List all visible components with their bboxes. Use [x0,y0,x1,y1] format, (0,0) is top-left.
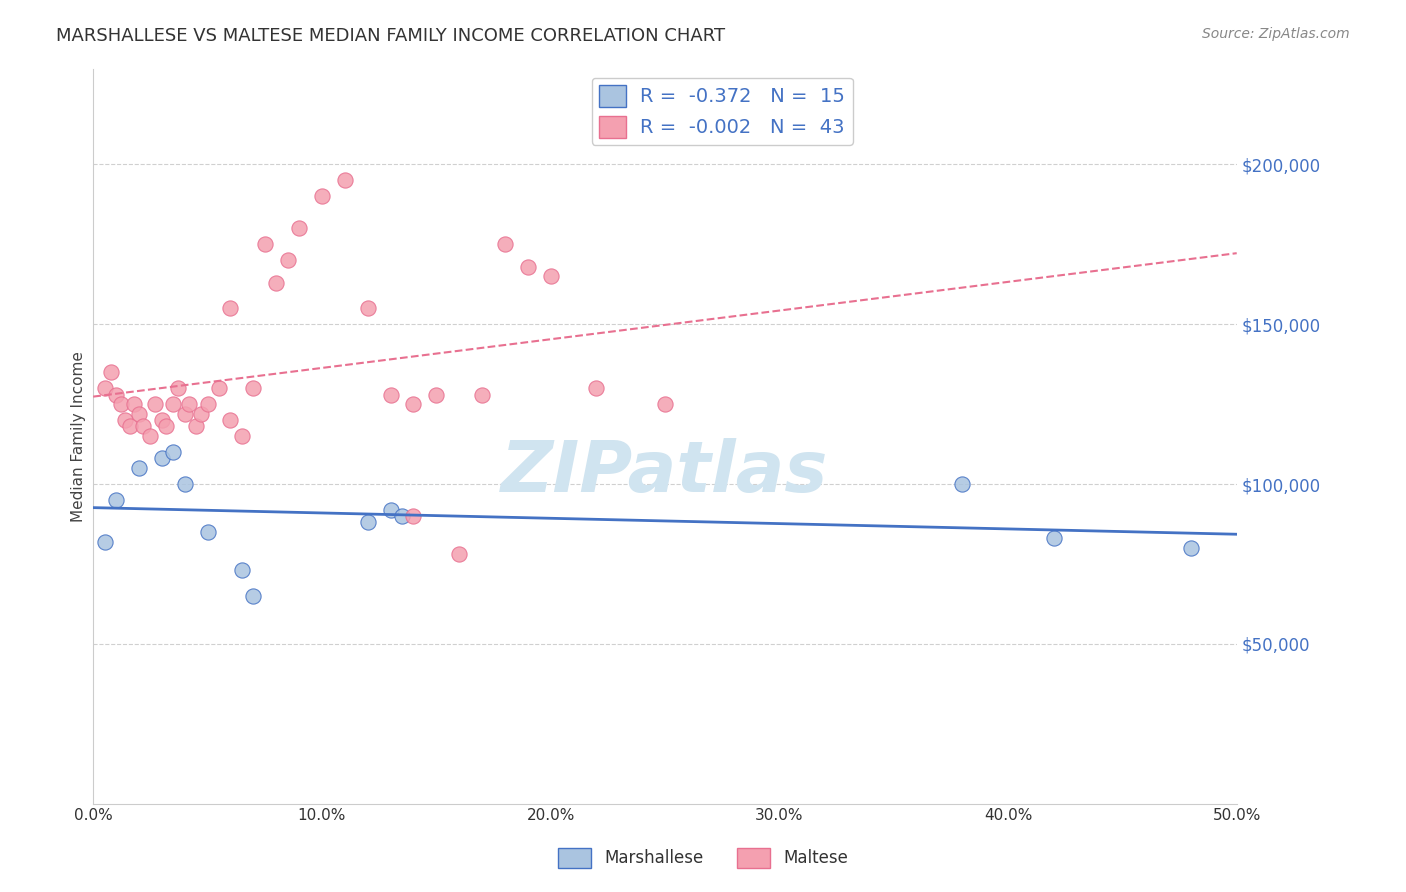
Point [150,413,173,427]
Point [128,461,150,475]
Point [333,173,356,187]
Point [585,381,607,395]
Point [449,547,471,561]
Legend: R =  -0.372   N =  15, R =  -0.002   N =  43: R = -0.372 N = 15, R = -0.002 N = 43 [592,78,852,145]
Text: MARSHALLESE VS MALTESE MEDIAN FAMILY INCOME CORRELATION CHART: MARSHALLESE VS MALTESE MEDIAN FAMILY INC… [56,27,725,45]
Point [124,397,146,411]
Legend: Marshallese, Maltese: Marshallese, Maltese [551,841,855,875]
Point [155,419,177,434]
Point [356,516,378,530]
Point [114,413,136,427]
Point [132,419,155,434]
Point [380,502,402,516]
Point [402,508,425,523]
Point [100,365,122,379]
Point [173,477,195,491]
Point [162,397,184,411]
Point [253,237,276,252]
Point [425,387,447,401]
Point [654,397,676,411]
Point [139,429,162,443]
Point [277,253,299,268]
Point [93,534,115,549]
Point [173,407,195,421]
Point [516,260,538,274]
Point [105,387,128,401]
Point [391,508,413,523]
Point [311,189,333,203]
Point [1180,541,1202,555]
Point [166,381,188,395]
Point [219,301,242,316]
Y-axis label: Median Family Income: Median Family Income [72,351,86,522]
Point [150,451,173,466]
Point [190,407,212,421]
Point [540,269,562,284]
Point [179,397,201,411]
Point [1042,532,1064,546]
Point [288,221,311,235]
Point [219,413,242,427]
Point [184,419,207,434]
Point [118,419,141,434]
Point [356,301,378,316]
Point [494,237,516,252]
Point [208,381,231,395]
Point [162,445,184,459]
Text: Source: ZipAtlas.com: Source: ZipAtlas.com [1202,27,1350,41]
Text: ZIPatlas: ZIPatlas [502,438,828,508]
Point [242,589,264,603]
Point [231,563,253,577]
Point [93,381,115,395]
Point [143,397,166,411]
Point [264,276,287,290]
Point [128,407,150,421]
Point [471,387,494,401]
Point [110,397,132,411]
Point [197,397,219,411]
Point [105,493,128,508]
Point [197,524,219,539]
Point [380,387,402,401]
Point [231,429,253,443]
Point [242,381,264,395]
Point [402,397,425,411]
Point [950,477,973,491]
